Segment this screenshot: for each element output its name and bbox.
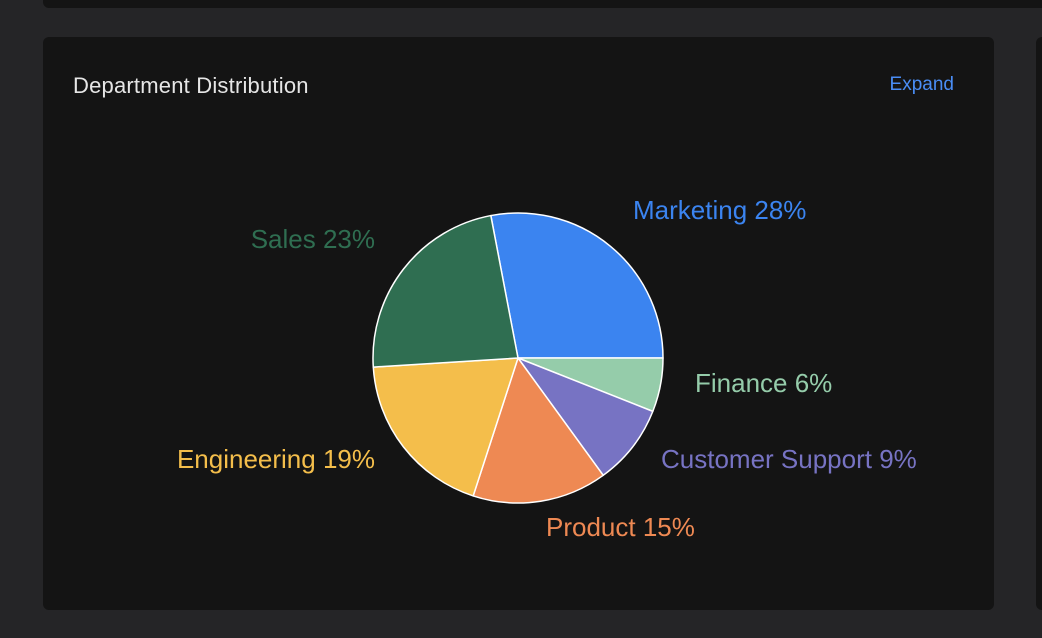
pie-slice-marketing[interactable]	[490, 212, 664, 359]
expand-button[interactable]: Expand	[889, 74, 954, 95]
pie-slice-engineering[interactable]	[372, 357, 519, 497]
pie-label-engineering: Engineering 19%	[177, 444, 375, 474]
pie-label-finance: Finance 6%	[695, 368, 832, 398]
department-distribution-card: Department Distribution Expand Marketing…	[43, 37, 994, 610]
pie-slice-product[interactable]	[472, 357, 604, 504]
pie-label-sales: Sales 23%	[251, 224, 375, 254]
pie-slice-customer-support[interactable]	[517, 357, 654, 477]
pie-chart: Marketing 28% Finance 6% Customer Support …	[177, 195, 917, 542]
pie-labels: Marketing 28% Finance 6% Customer Support …	[177, 195, 917, 542]
card-title: Department Distribution	[73, 73, 309, 98]
pie-label-product: Product 15%	[546, 512, 695, 542]
adjacent-panel	[1036, 37, 1042, 610]
pie-label-marketing: Marketing 28%	[633, 195, 806, 225]
pie-label-customer-support: Customer Support 9%	[661, 444, 917, 474]
previous-panel	[43, 0, 1042, 8]
pie-slices	[372, 212, 664, 504]
pie-slice-sales[interactable]	[372, 214, 519, 368]
